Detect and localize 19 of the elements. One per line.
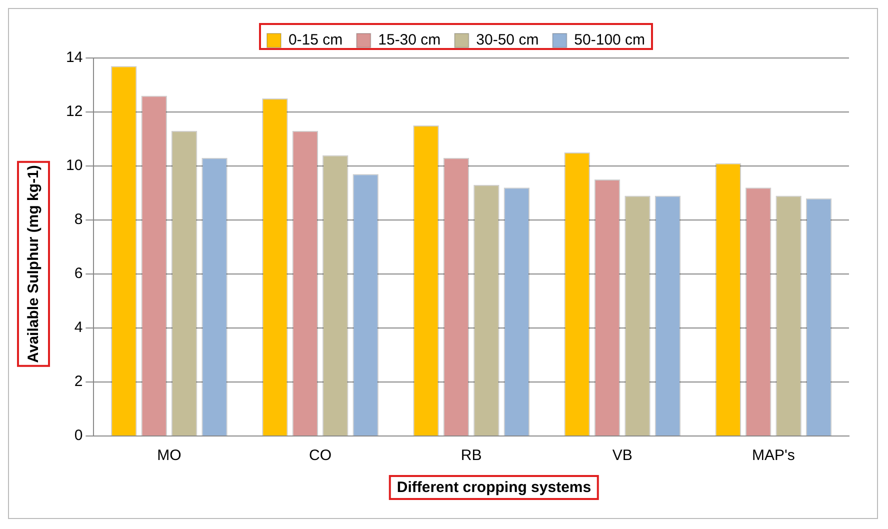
y-tick-label: 14 bbox=[66, 49, 83, 66]
y-tick-label: 4 bbox=[74, 319, 83, 336]
x-tick-label: MAP's bbox=[752, 447, 795, 464]
y-tick-label: 2 bbox=[74, 373, 83, 390]
legend-label: 30-50 cm bbox=[476, 32, 539, 49]
y-axis-title: Available Sulphur (mg kg-1) bbox=[17, 161, 50, 367]
x-tick-label: VB bbox=[612, 447, 632, 464]
x-tick-label: MO bbox=[157, 447, 182, 464]
x-tick-label: RB bbox=[460, 447, 482, 464]
x-tick-label: CO bbox=[309, 447, 332, 464]
x-axis-title: Different cropping systems bbox=[388, 475, 600, 500]
legend-label: 0-15 cm bbox=[288, 32, 343, 49]
y-tick-label: 12 bbox=[66, 103, 83, 120]
y-tick-label: 8 bbox=[74, 211, 83, 228]
y-tick-label: 10 bbox=[66, 157, 83, 174]
y-tick-label: 6 bbox=[74, 265, 83, 282]
legend-label: 15-30 cm bbox=[378, 32, 441, 49]
legend-label: 50-100 cm bbox=[574, 32, 646, 49]
y-tick-label: 0 bbox=[74, 427, 83, 444]
